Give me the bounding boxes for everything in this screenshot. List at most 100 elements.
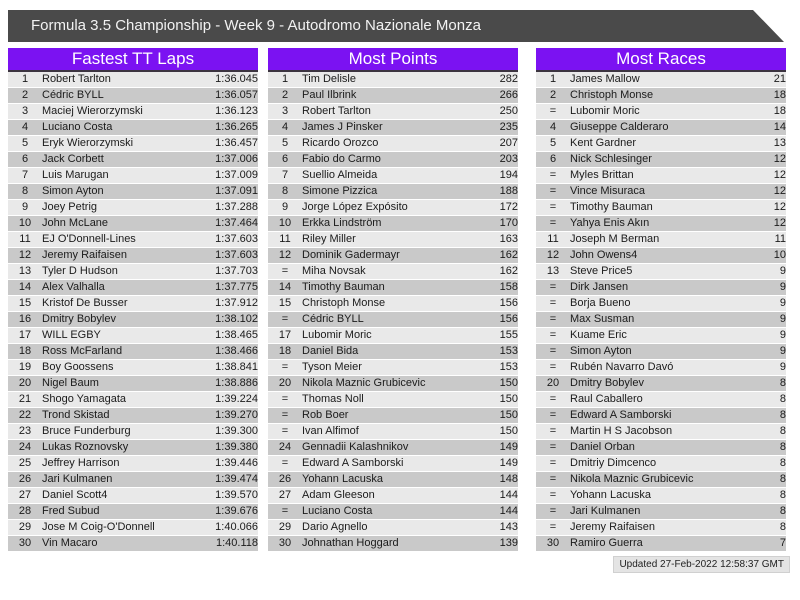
rank-cell: 27 xyxy=(8,488,42,504)
value-cell: 1:38.102 xyxy=(196,312,258,328)
value-cell: 9 xyxy=(724,264,786,280)
driver-name-cell: Yohann Lacuska xyxy=(570,488,724,504)
rank-cell: = xyxy=(536,456,570,472)
rank-cell: 3 xyxy=(268,104,302,120)
value-cell: 1:36.457 xyxy=(196,136,258,152)
driver-name-cell: Luis Marugan xyxy=(42,168,196,184)
rank-cell: 27 xyxy=(268,488,302,504)
table-row: 13 Steve Price5 9 xyxy=(536,264,786,280)
value-cell: 1:37.091 xyxy=(196,184,258,200)
rank-cell: 22 xyxy=(8,408,42,424)
driver-name-cell: Trond Skistad xyxy=(42,408,196,424)
driver-name-cell: Joseph M Berman xyxy=(570,232,724,248)
driver-name-cell: Dmitriy Dimcenco xyxy=(570,456,724,472)
driver-name-cell: WILL EGBY xyxy=(42,328,196,344)
driver-name-cell: Vince Misuraca xyxy=(570,184,724,200)
table-row: = Tyson Meier 153 xyxy=(268,360,518,376)
rank-cell: = xyxy=(536,168,570,184)
value-cell: 144 xyxy=(456,504,518,520)
driver-name-cell: Tyler D Hudson xyxy=(42,264,196,280)
driver-name-cell: Thomas Noll xyxy=(302,392,456,408)
rank-cell: 12 xyxy=(536,248,570,264)
rank-cell: = xyxy=(268,456,302,472)
rank-cell: 18 xyxy=(268,344,302,360)
rank-cell: 8 xyxy=(8,184,42,200)
rank-cell: 30 xyxy=(268,536,302,552)
rank-cell: = xyxy=(536,296,570,312)
driver-name-cell: Maciej Wierorzymski xyxy=(42,104,196,120)
table-row: 1 Tim Delisle 282 xyxy=(268,72,518,88)
table-row: 2 Paul Ilbrink 266 xyxy=(268,88,518,104)
driver-name-cell: Nick Schlesinger xyxy=(570,152,724,168)
table-row: = Luciano Costa 144 xyxy=(268,504,518,520)
value-cell: 266 xyxy=(456,88,518,104)
table-row: = Vince Misuraca 12 xyxy=(536,184,786,200)
table-row: = Timothy Bauman 12 xyxy=(536,200,786,216)
value-cell: 153 xyxy=(456,344,518,360)
driver-name-cell: Cédric BYLL xyxy=(302,312,456,328)
rank-cell: 13 xyxy=(8,264,42,280)
value-cell: 8 xyxy=(724,456,786,472)
leaderboard-panels: Fastest TT Laps 1 Robert Tarlton 1:36.045 2… xyxy=(8,48,786,552)
driver-name-cell: Paul Ilbrink xyxy=(302,88,456,104)
table-row: 20 Nikola Maznic Grubicevic 150 xyxy=(268,376,518,392)
value-cell: 1:37.603 xyxy=(196,232,258,248)
rank-cell: 14 xyxy=(268,280,302,296)
value-cell: 18 xyxy=(724,88,786,104)
driver-name-cell: Luciano Costa xyxy=(42,120,196,136)
driver-name-cell: Edward A Samborski xyxy=(302,456,456,472)
rank-cell: 13 xyxy=(536,264,570,280)
table-row: 26 Jari Kulmanen 1:39.474 xyxy=(8,472,258,488)
value-cell: 1:37.288 xyxy=(196,200,258,216)
driver-name-cell: Cédric BYLL xyxy=(42,88,196,104)
table-row: = Ivan Alfimof 150 xyxy=(268,424,518,440)
table-row: 17 Lubomir Moric 155 xyxy=(268,328,518,344)
value-cell: 14 xyxy=(724,120,786,136)
driver-name-cell: Vin Macaro xyxy=(42,536,196,552)
rank-cell: = xyxy=(536,360,570,376)
value-cell: 1:37.703 xyxy=(196,264,258,280)
driver-name-cell: EJ O'Donnell-Lines xyxy=(42,232,196,248)
table-row: 27 Adam Gleeson 144 xyxy=(268,488,518,504)
rank-cell: 26 xyxy=(268,472,302,488)
table-row: 21 Shogo Yamagata 1:39.224 xyxy=(8,392,258,408)
value-cell: 1:38.465 xyxy=(196,328,258,344)
table-row: 23 Bruce Funderburg 1:39.300 xyxy=(8,424,258,440)
value-cell: 12 xyxy=(724,168,786,184)
driver-name-cell: James Mallow xyxy=(570,72,724,88)
driver-name-cell: Jeremy Raifaisen xyxy=(570,520,724,536)
rank-cell: 3 xyxy=(8,104,42,120)
value-cell: 172 xyxy=(456,200,518,216)
table-row: 4 Luciano Costa 1:36.265 xyxy=(8,120,258,136)
driver-name-cell: Robert Tarlton xyxy=(42,72,196,88)
panel-title-most-points: Most Points xyxy=(268,48,518,72)
rank-cell: 20 xyxy=(536,376,570,392)
table-row: 7 Suellio Almeida 194 xyxy=(268,168,518,184)
value-cell: 8 xyxy=(724,392,786,408)
table-row: 12 John Owens4 10 xyxy=(536,248,786,264)
table-row: 7 Luis Marugan 1:37.009 xyxy=(8,168,258,184)
table-row: = Edward A Samborski 149 xyxy=(268,456,518,472)
table-row: = Max Susman 9 xyxy=(536,312,786,328)
most-races-table: 1 James Mallow 21 2 Christoph Monse 18 = Lubomi… xyxy=(536,72,786,552)
driver-name-cell: Tyson Meier xyxy=(302,360,456,376)
panel-most-points: Most Points 1 Tim Delisle 282 2 Paul Ilbrink… xyxy=(268,48,518,552)
rank-cell: = xyxy=(536,312,570,328)
driver-name-cell: Adam Gleeson xyxy=(302,488,456,504)
table-row: 15 Kristof De Busser 1:37.912 xyxy=(8,296,258,312)
table-row: 10 Erkka Lindström 170 xyxy=(268,216,518,232)
value-cell: 1:38.841 xyxy=(196,360,258,376)
driver-name-cell: Simone Pizzica xyxy=(302,184,456,200)
driver-name-cell: Dirk Jansen xyxy=(570,280,724,296)
driver-name-cell: Ricardo Orozco xyxy=(302,136,456,152)
driver-name-cell: Jose M Coig-O'Donnell xyxy=(42,520,196,536)
value-cell: 158 xyxy=(456,280,518,296)
value-cell: 1:39.676 xyxy=(196,504,258,520)
value-cell: 12 xyxy=(724,200,786,216)
driver-name-cell: Miha Novsak xyxy=(302,264,456,280)
value-cell: 1:37.912 xyxy=(196,296,258,312)
table-row: = Yohann Lacuska 8 xyxy=(536,488,786,504)
value-cell: 149 xyxy=(456,440,518,456)
value-cell: 1:39.474 xyxy=(196,472,258,488)
table-row: 12 Dominik Gadermayr 162 xyxy=(268,248,518,264)
